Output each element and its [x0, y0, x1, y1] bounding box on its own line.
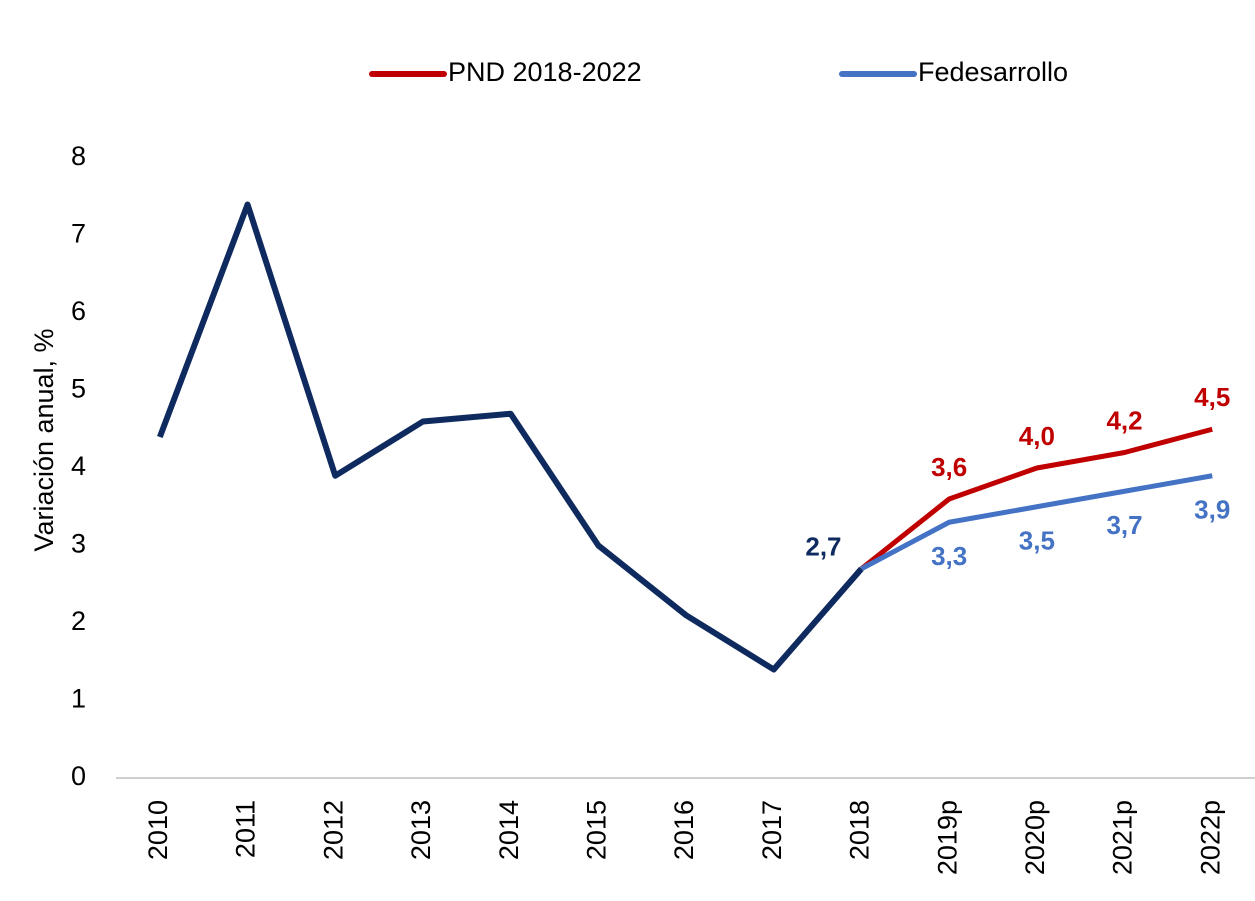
- x-tick-label: 2010: [143, 800, 173, 860]
- y-tick-label: 7: [71, 219, 86, 249]
- y-tick-label: 8: [71, 141, 86, 171]
- y-axis-label: Variación anual, %: [29, 328, 59, 551]
- data-label: 4,0: [1019, 421, 1055, 451]
- x-tick-label: 2016: [669, 800, 699, 860]
- y-tick-label: 0: [71, 761, 86, 791]
- legend-label: Fedesarrollo: [918, 57, 1068, 87]
- data-label: 3,9: [1194, 495, 1230, 525]
- x-tick-label: 2019p: [932, 800, 962, 875]
- series-line: [860, 473, 1213, 571]
- series-line: [859, 426, 1213, 571]
- y-tick-label: 2: [71, 606, 86, 636]
- x-tick-label: 2020p: [1020, 800, 1050, 875]
- legend-label: PND 2018-2022: [448, 57, 642, 87]
- x-tick-label: 2017: [757, 800, 787, 860]
- x-tick-label: 2021p: [1108, 800, 1138, 875]
- x-tick-label: 2012: [318, 800, 348, 860]
- data-label: 3,5: [1019, 526, 1055, 556]
- data-label: 2,7: [805, 532, 841, 562]
- y-tick-label: 6: [71, 296, 86, 326]
- data-label: 3,7: [1106, 510, 1142, 540]
- y-tick-label: 3: [71, 529, 86, 559]
- x-tick-label: 2018: [845, 800, 875, 860]
- x-tick-label: 2011: [231, 800, 261, 858]
- data-label: 4,2: [1106, 405, 1142, 435]
- y-tick-label: 1: [71, 684, 86, 714]
- y-tick-label: 5: [71, 374, 86, 404]
- y-tick-label: 4: [71, 451, 86, 481]
- data-label: 3,3: [931, 541, 967, 571]
- x-tick-label: 2015: [581, 800, 611, 860]
- series-line: [157, 201, 864, 673]
- x-tick-label: 2013: [406, 800, 436, 860]
- data-label: 4,5: [1194, 382, 1230, 412]
- x-tick-label: 2014: [494, 800, 524, 860]
- x-tick-label: 2022p: [1195, 800, 1225, 875]
- data-label: 3,6: [931, 452, 967, 482]
